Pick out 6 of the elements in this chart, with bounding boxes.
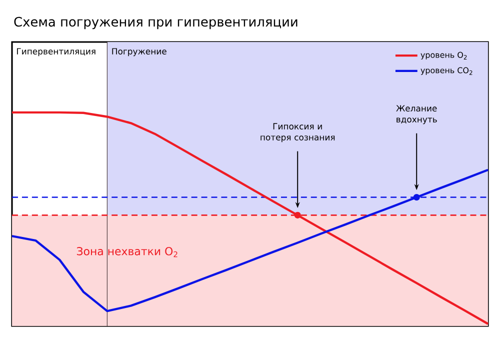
- band-label: Зона нехватки O$_{2}$: [76, 247, 178, 258]
- annotation: Гипоксия и потеря сознания: [260, 123, 335, 142]
- chart-title: Схема погружения при гипервентиляции: [14, 16, 298, 30]
- text: Гипервентиляция: [17, 48, 96, 56]
- annotation: Желание вдохнуть: [396, 105, 437, 124]
- text: Погружение: [112, 48, 166, 56]
